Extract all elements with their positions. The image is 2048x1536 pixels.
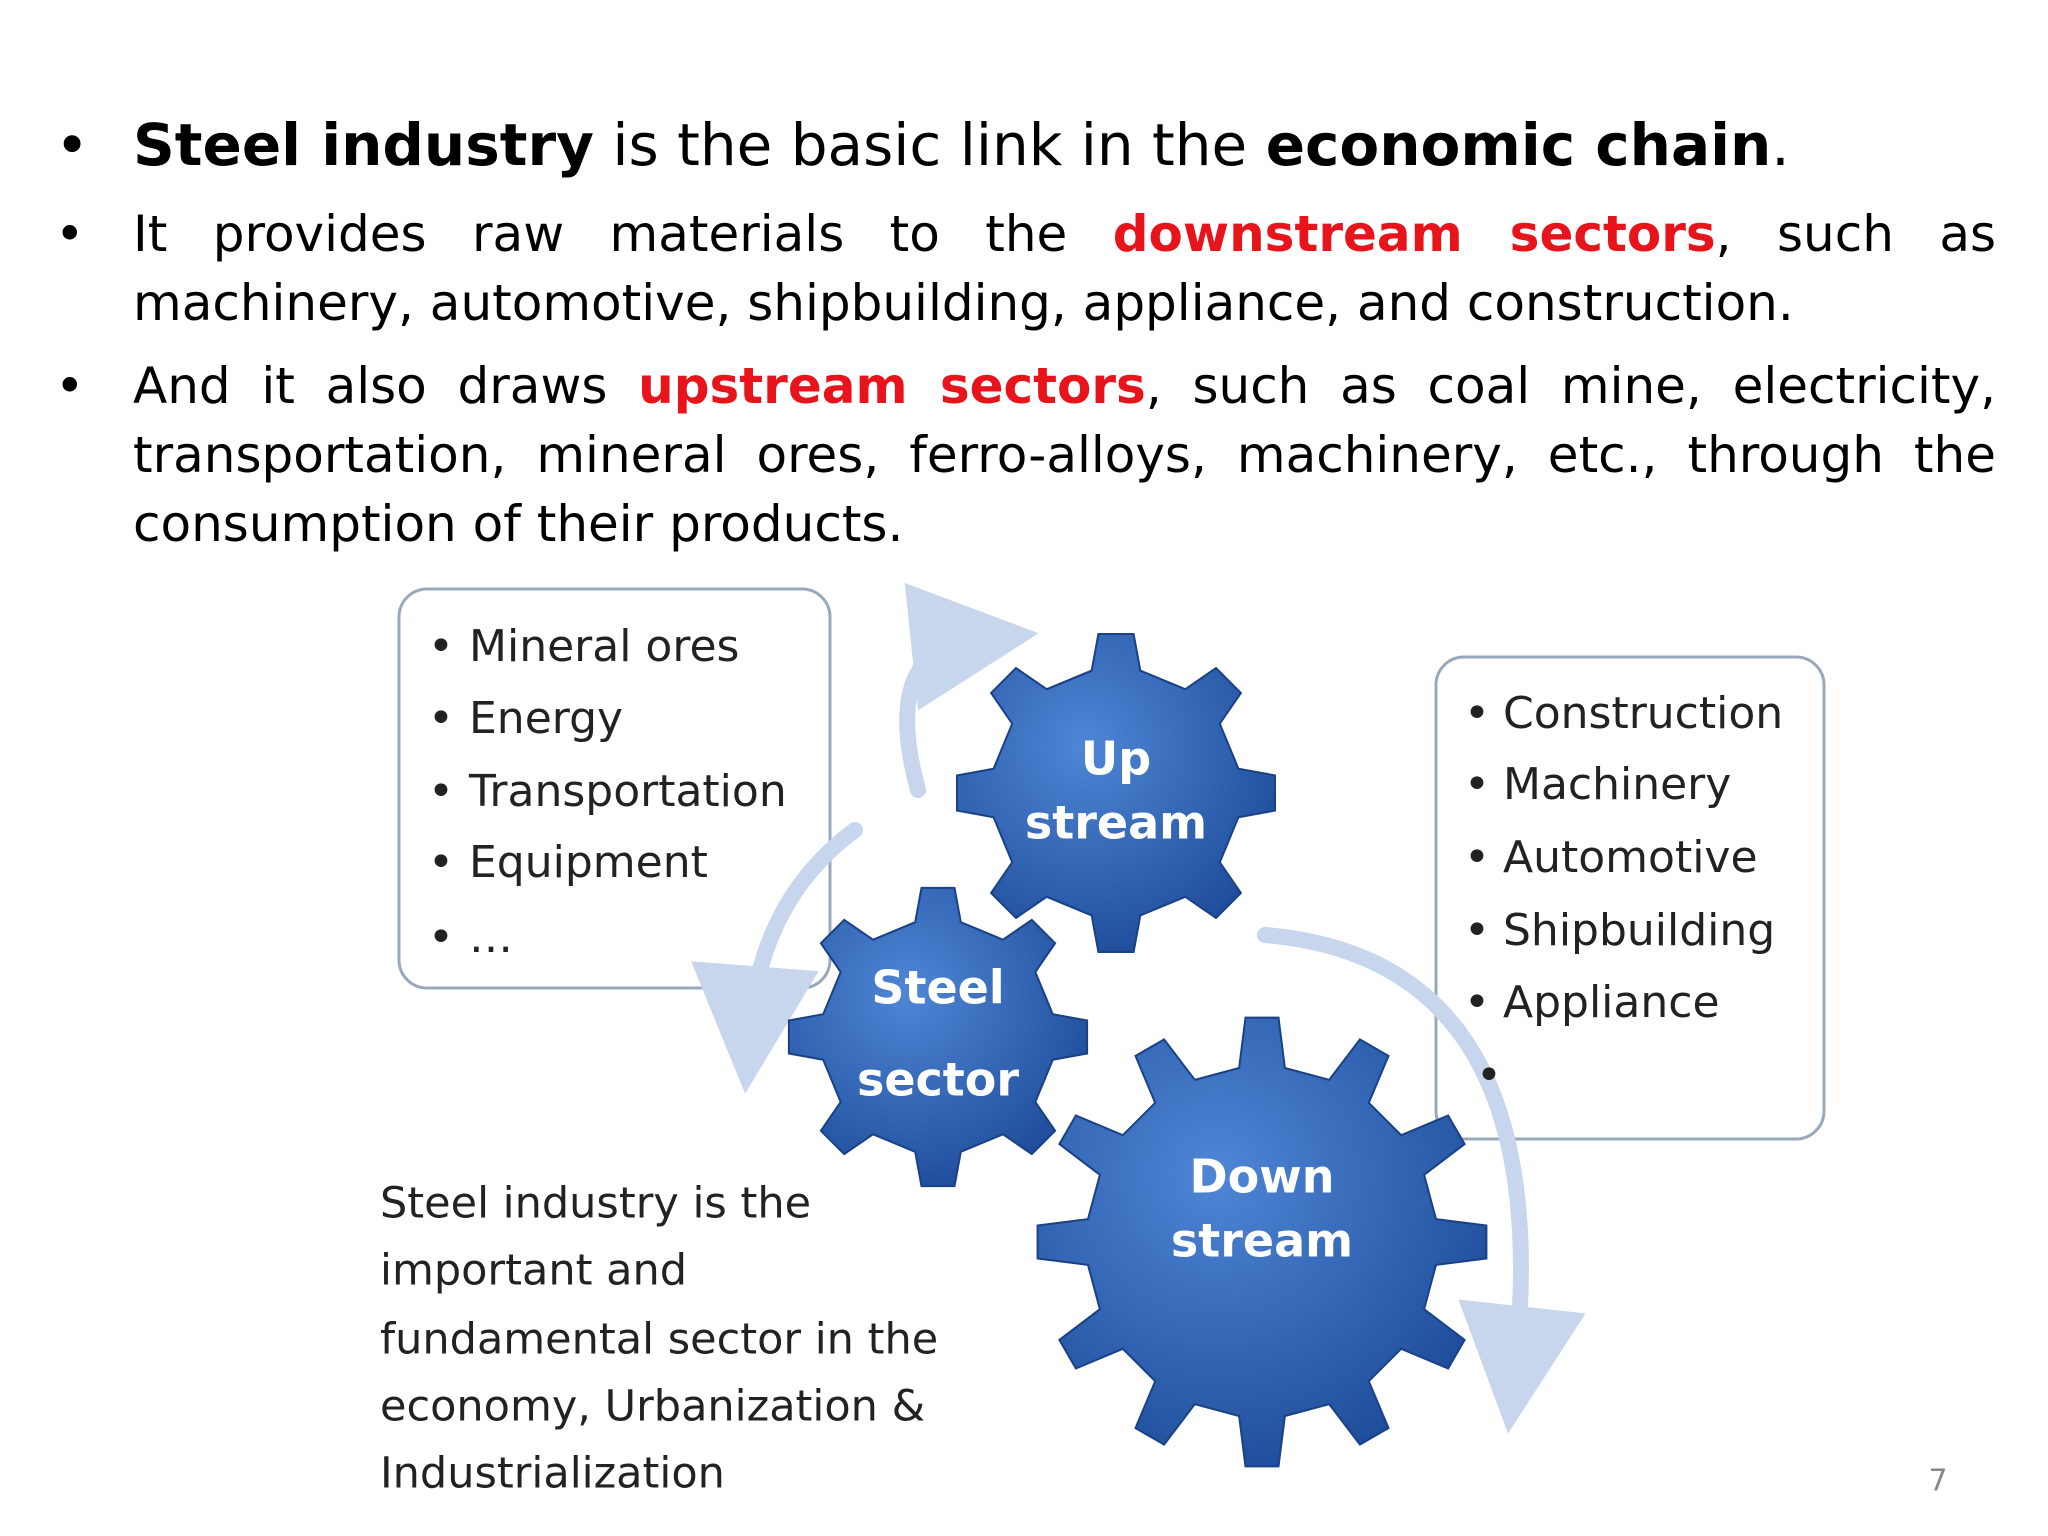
gear	[1036, 1016, 1488, 1468]
text-run: economic chain	[1265, 111, 1772, 179]
text-run: upstream sectors	[638, 357, 1146, 415]
bullet-dot: •	[428, 912, 454, 963]
upstream-item: Equipment	[469, 837, 708, 888]
bullet: • And it also draws upstream sectors, suc…	[55, 352, 1996, 559]
downstream-item: Appliance	[1503, 977, 1720, 1028]
arrow	[691, 822, 863, 1094]
bullet-dot: •	[1464, 832, 1490, 883]
caption-line: economy, Urbanization &	[380, 1382, 925, 1432]
bullet-dot: •	[1476, 1050, 1502, 1101]
bullet-dot: •	[1464, 905, 1490, 956]
text-run: .	[1771, 111, 1790, 179]
bullet-text: Steel industry is the basic link in the …	[133, 111, 1790, 179]
bullet-dot: •	[1464, 977, 1490, 1028]
gear	[787, 886, 1089, 1188]
downstream-box	[1434, 655, 1826, 1141]
text-run: , such as coal mine, electricity, transp…	[133, 357, 1996, 553]
arrow	[899, 583, 1039, 798]
text-run: is the basic link in the	[593, 111, 1266, 179]
upstream-item: Transportation	[468, 766, 787, 817]
downstream-item: Machinery	[1503, 759, 1731, 810]
downstream-item: Construction	[1503, 688, 1783, 739]
upstream-box	[397, 587, 832, 990]
text-run: , such as machinery, automotive, shipbui…	[133, 205, 1997, 332]
bullet: • Steel industry is the basic link in the…	[55, 110, 1996, 180]
bullet-dot: •	[428, 693, 454, 744]
arrow	[1257, 927, 1586, 1434]
caption-line: fundamental sector in the	[380, 1315, 938, 1365]
upstream-item: Mineral ores	[469, 621, 739, 672]
bullet-dot: •	[428, 621, 454, 672]
text-run: And it also draws	[133, 357, 639, 415]
arrows	[691, 583, 1586, 1434]
bullet-dot: •	[55, 357, 85, 415]
gear	[956, 633, 1276, 953]
upstream-item: …	[469, 912, 513, 963]
gear-label: Up	[1081, 732, 1151, 786]
text-run: Steel industry	[133, 111, 594, 179]
bullet-dot: •	[428, 837, 454, 888]
bullet-text: It provides raw materials to the downstr…	[133, 205, 1996, 332]
bullet-dot: •	[55, 111, 90, 179]
downstream-item: Shipbuilding	[1503, 905, 1775, 956]
text-run: It provides raw materials to the	[133, 205, 1113, 263]
downstream-item: Automotive	[1503, 832, 1758, 883]
bullet-dot: •	[1464, 759, 1490, 810]
gear-label: Down	[1189, 1150, 1334, 1204]
gear-label: Steel	[871, 961, 1004, 1015]
bullet-text: And it also draws upstream sectors, such…	[133, 357, 1996, 553]
gear-label: stream	[1025, 796, 1207, 850]
caption-line: important and	[380, 1246, 687, 1296]
bullet: • It provides raw materials to the downst…	[55, 200, 1996, 338]
gear-label: sector	[857, 1053, 1019, 1107]
upstream-item: Energy	[469, 693, 623, 744]
bullet-dot: •	[1464, 688, 1490, 739]
gear-label: stream	[1171, 1214, 1353, 1268]
text-run: downstream sectors	[1112, 205, 1716, 263]
caption-line: Steel industry is the	[380, 1179, 811, 1229]
bullet-dot: •	[55, 205, 85, 263]
caption-line: Industrialization	[380, 1449, 725, 1499]
page-number: 7	[1928, 1464, 1947, 1499]
bullet-dot: •	[428, 766, 454, 817]
